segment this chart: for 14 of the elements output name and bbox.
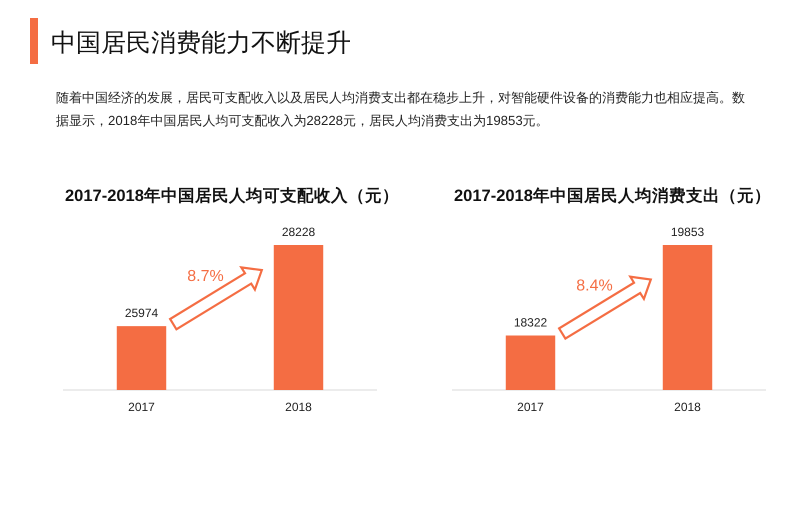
x-tick-label: 2017: [517, 400, 544, 414]
data-label: 19853: [670, 225, 705, 239]
x-tick-label: 2018: [285, 400, 312, 414]
annotation: 8.4%: [576, 278, 613, 294]
data-label: 18322: [514, 316, 548, 330]
annotation: 8.7%: [187, 268, 224, 286]
x-tick-label: 2017: [128, 400, 156, 414]
chart-title: 2017-2018年中国居民人均消费支出（元）: [454, 186, 771, 205]
text: 中国居民消费能力不断提升: [51, 29, 351, 57]
text: 随着中国经济的发展，居民可支配收入以及居民人均消费支出都在稳步上升，对智能硬件设备的消费能力也相应提高。数据显示，2018年中国居民人均可支配收入为28228元，居民人均消费支出为19853元。: [56, 90, 745, 128]
x-tick-label: 2018: [674, 400, 702, 414]
data-label: 28228: [282, 225, 316, 239]
chart-title: 2017-2018年中国居民人均可支配收入（元）: [65, 186, 399, 205]
data-label: 25974: [124, 306, 159, 320]
